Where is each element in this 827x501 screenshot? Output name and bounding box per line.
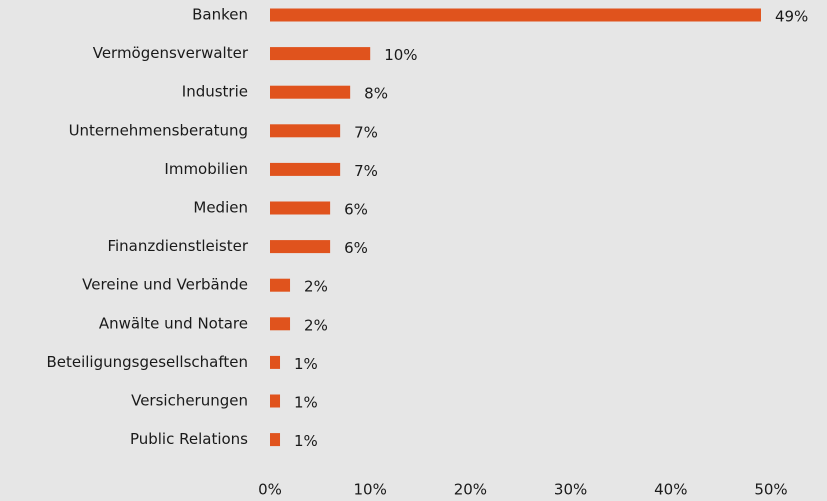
bar xyxy=(270,8,761,22)
value-label: 2% xyxy=(304,316,328,334)
category-label: Immobilien xyxy=(164,160,248,178)
value-label: 1% xyxy=(294,355,318,373)
category-label: Unternehmensberatung xyxy=(69,121,248,139)
bar xyxy=(270,201,331,215)
category-label: Public Relations xyxy=(130,430,248,448)
value-label: 1% xyxy=(294,394,318,412)
value-label: 10% xyxy=(384,46,417,64)
category-label: Banken xyxy=(192,6,248,24)
bar xyxy=(270,278,291,292)
value-label: 2% xyxy=(304,278,328,296)
x-tick-label: 20% xyxy=(454,481,487,499)
bar xyxy=(270,124,341,138)
category-label: Beteiligungsgesellschaften xyxy=(46,353,248,371)
value-label: 8% xyxy=(364,85,388,103)
x-tick-label: 40% xyxy=(654,481,687,499)
category-label: Medien xyxy=(193,199,248,217)
value-label: 1% xyxy=(294,432,318,450)
category-label: Finanzdienstleister xyxy=(107,237,248,255)
bar xyxy=(270,47,371,61)
bar xyxy=(270,394,281,408)
x-tick-label: 50% xyxy=(754,481,787,499)
category-label: Versicherungen xyxy=(131,392,248,410)
category-label: Vermögensverwalter xyxy=(93,44,249,62)
value-label: 6% xyxy=(344,239,368,257)
bar xyxy=(270,355,281,369)
value-label: 7% xyxy=(354,162,378,180)
value-label: 7% xyxy=(354,123,378,141)
x-tick-label: 0% xyxy=(258,481,282,499)
category-label: Vereine und Verbände xyxy=(82,276,248,294)
category-label: Anwälte und Notare xyxy=(99,314,248,332)
bar xyxy=(270,240,331,254)
category-label: Industrie xyxy=(182,83,248,101)
bar xyxy=(270,433,281,447)
x-tick-label: 10% xyxy=(354,481,387,499)
bar xyxy=(270,85,351,99)
x-tick-label: 30% xyxy=(554,481,587,499)
value-label: 6% xyxy=(344,201,368,219)
bar xyxy=(270,317,291,331)
value-label: 49% xyxy=(775,8,808,26)
bar xyxy=(270,162,341,176)
